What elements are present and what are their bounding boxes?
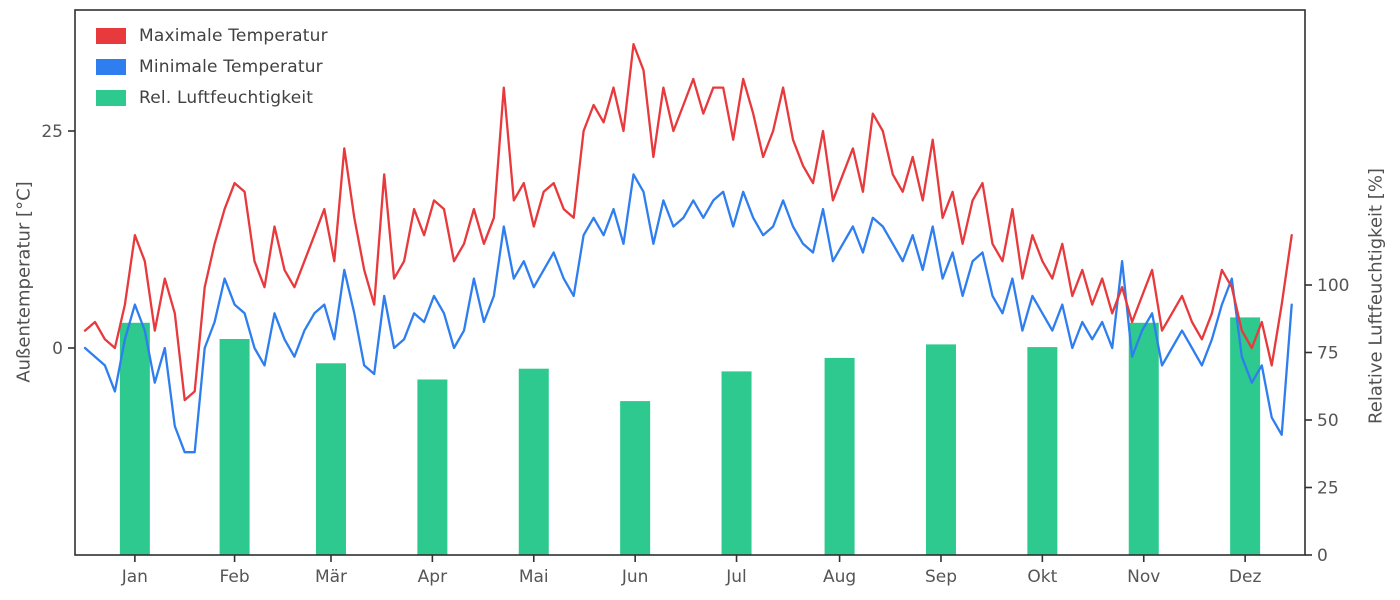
left-tick-label: 25 [41, 122, 63, 142]
month-tick-label: Jul [725, 567, 747, 587]
humidity-swatch [96, 90, 126, 106]
max-temperature-swatch [96, 28, 126, 44]
legend-label-min-temperature: Minimale Temperatur [139, 57, 323, 77]
month-tick-label: Aug [823, 567, 856, 587]
humidity-bar-Sep [925, 344, 956, 555]
month-tick-label: Okt [1027, 567, 1057, 587]
legend-entry-min-temperature: Minimale Temperatur [96, 57, 328, 77]
min-temperature-line [83, 173, 1293, 454]
month-tick-label: Jun [621, 567, 649, 587]
month-tick-label: Nov [1127, 567, 1160, 587]
legend-entry-humidity: Rel. Luftfeuchtigkeit [96, 88, 328, 108]
plot-border [74, 9, 1306, 556]
humidity-bar-Mär [315, 363, 346, 555]
month-tick-label: Apr [418, 567, 447, 587]
humidity-bar-Mai [518, 368, 549, 555]
right-tick-label: 50 [1317, 411, 1339, 431]
humidity-bar-Okt [1027, 347, 1058, 555]
month-tick-label: Sep [925, 567, 957, 587]
humidity-bar-Aug [824, 357, 855, 555]
humidity-bar-Feb [219, 339, 250, 555]
month-tick-label: Jan [121, 567, 148, 587]
humidity-bar-Jul [721, 371, 752, 555]
right-tick-label: 75 [1317, 344, 1339, 364]
legend-label-humidity: Rel. Luftfeuchtigkeit [139, 88, 314, 108]
humidity-bar-Nov [1128, 322, 1159, 555]
right-tick-label: 0 [1317, 546, 1328, 566]
chart-legend: Maximale Temperatur Minimale Temperatur … [96, 26, 328, 108]
max-temperature-line [83, 43, 1293, 402]
legend-entry-max-temperature: Maximale Temperatur [96, 26, 328, 46]
legend-label-max-temperature: Maximale Temperatur [139, 26, 328, 46]
right-axis-label: Relative Luftfeuchtigkeit [%] [1365, 168, 1387, 424]
humidity-bar-Jun [620, 401, 651, 555]
month-tick-label: Dez [1229, 567, 1262, 587]
humidity-bar-Dez [1230, 317, 1261, 555]
month-tick-label: Feb [220, 567, 250, 587]
month-tick-label: Mär [315, 567, 347, 587]
left-axis-label: Außentemperatur [°C] [13, 181, 35, 383]
right-tick-label: 100 [1317, 276, 1349, 296]
right-tick-label: 25 [1317, 479, 1339, 499]
humidity-bar-Jan [119, 322, 150, 555]
left-tick-label: 0 [52, 339, 63, 359]
min-temperature-swatch [96, 59, 126, 75]
month-tick-label: Mai [519, 567, 549, 587]
humidity-bar-Apr [417, 379, 448, 555]
